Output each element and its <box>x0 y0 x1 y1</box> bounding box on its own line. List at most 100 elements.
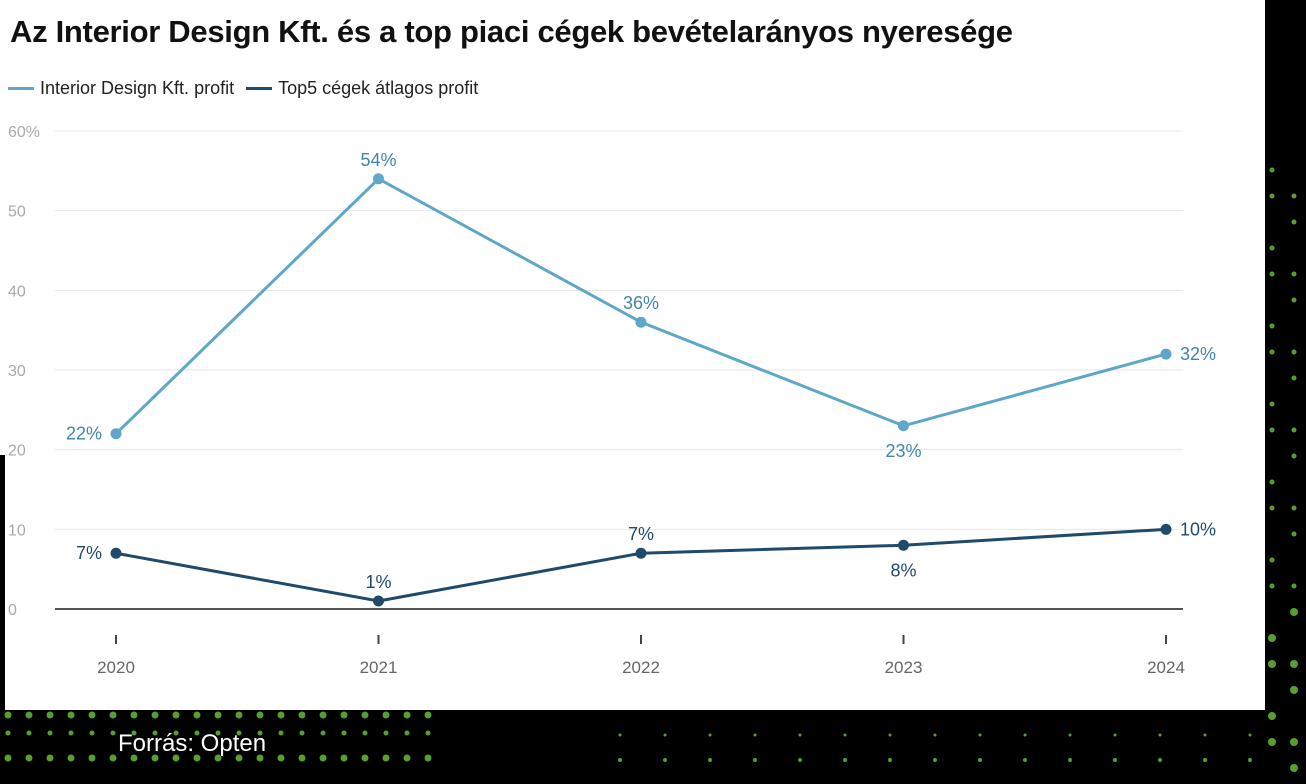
decorative-dot <box>1023 733 1027 737</box>
decorative-dot <box>1158 733 1162 737</box>
decorative-dot <box>130 711 138 719</box>
decorative-dot <box>382 711 390 719</box>
decorative-dot <box>319 754 327 762</box>
legend-swatch <box>8 87 34 90</box>
y-tick-label: 0 <box>8 602 17 619</box>
decorative-dot <box>1268 634 1276 642</box>
y-tick-label: 40 <box>8 283 26 300</box>
decorative-dot <box>88 754 96 762</box>
decorative-dot <box>1269 557 1275 563</box>
decorative-dot <box>1291 531 1297 537</box>
decorative-dot <box>67 754 75 762</box>
decorative-dot <box>214 754 222 762</box>
decorative-dot <box>1248 733 1252 737</box>
data-label: 10% <box>1180 519 1216 539</box>
legend-label: Interior Design Kft. profit <box>40 78 235 98</box>
decorative-dot <box>843 758 847 762</box>
decorative-dot <box>618 733 622 737</box>
x-tick-label: 2022 <box>622 658 660 677</box>
decorative-dot <box>1291 297 1297 303</box>
decorative-dot <box>404 730 410 736</box>
decorative-dot <box>1269 583 1275 589</box>
decorative-dot <box>1269 505 1275 511</box>
decorative-dot <box>618 758 622 762</box>
decorative-dot <box>1113 758 1117 762</box>
decorative-dot <box>1269 349 1275 355</box>
legend-swatch <box>246 87 273 90</box>
decorative-dot <box>1290 764 1298 772</box>
decorative-dot <box>888 758 892 762</box>
data-point <box>898 420 909 432</box>
data-label: 7% <box>628 524 654 544</box>
data-label: 7% <box>76 543 102 563</box>
source-note: Forrás: Opten <box>118 730 267 757</box>
decorative-dot <box>361 711 369 719</box>
decorative-dot <box>130 754 138 762</box>
decorative-dot <box>361 754 369 762</box>
decorative-dot <box>1290 738 1298 746</box>
decorative-dot <box>46 711 54 719</box>
decorative-dot <box>110 730 116 736</box>
decorative-dot <box>68 730 74 736</box>
decorative-dot <box>1291 349 1297 355</box>
decorative-dot <box>194 730 200 736</box>
decorative-dot <box>340 754 348 762</box>
decorative-dot <box>46 754 54 762</box>
decorative-dot <box>1291 193 1297 199</box>
decorative-dot <box>151 754 159 762</box>
data-label: 36% <box>623 293 659 313</box>
decorative-dot <box>1291 505 1297 511</box>
data-point <box>373 595 384 607</box>
decorative-dot <box>1269 401 1275 407</box>
decorative-dot <box>5 730 11 736</box>
data-point <box>110 547 122 559</box>
decorative-dot <box>1203 758 1207 762</box>
x-tick-label: 2020 <box>97 658 135 677</box>
decorative-dot <box>4 711 12 719</box>
decorative-dot <box>1268 660 1276 668</box>
decorative-dot <box>1291 427 1297 433</box>
decorative-dot <box>382 754 390 762</box>
decorative-dot <box>753 733 757 737</box>
decorative-dot <box>215 730 221 736</box>
y-tick-label: 50 <box>8 204 26 221</box>
chart-panel <box>5 0 1265 710</box>
decorative-dot <box>235 754 243 762</box>
decorative-dot <box>4 754 12 762</box>
decorative-dot <box>299 730 305 736</box>
decorative-dot <box>109 711 117 719</box>
decorative-dot <box>320 730 326 736</box>
decorative-dot <box>1068 733 1072 737</box>
decorative-dot <box>341 730 347 736</box>
data-label: 1% <box>365 572 391 592</box>
x-tick-label: 2024 <box>1147 658 1185 677</box>
decorative-dot <box>172 711 180 719</box>
decorative-dot <box>257 730 263 736</box>
y-tick-label: 30 <box>8 363 26 380</box>
decorative-dot <box>933 758 937 762</box>
decorative-dot <box>1113 733 1117 737</box>
decorative-dot <box>708 733 712 737</box>
decorative-dot <box>978 733 982 737</box>
decorative-dot <box>383 730 389 736</box>
decorative-dot <box>25 754 33 762</box>
decorative-dot <box>888 733 892 737</box>
decorative-dot <box>67 711 75 719</box>
decorative-dot <box>298 754 306 762</box>
decorative-dot <box>89 730 95 736</box>
x-tick-label: 2021 <box>360 658 398 677</box>
data-label: 22% <box>66 424 102 444</box>
legend-label: Top5 cégek átlagos profit <box>278 78 479 98</box>
data-point <box>373 173 384 185</box>
data-label: 8% <box>890 560 916 580</box>
decorative-dot <box>403 754 411 762</box>
decorative-dot <box>1268 738 1276 746</box>
decorative-dot <box>403 711 411 719</box>
decorative-dot <box>340 711 348 719</box>
data-point <box>898 539 909 551</box>
decorative-dot <box>1291 453 1297 459</box>
decorative-dot <box>47 730 53 736</box>
data-point <box>1160 348 1172 360</box>
decorative-dot <box>1268 712 1276 720</box>
decorative-dot <box>1203 733 1207 737</box>
